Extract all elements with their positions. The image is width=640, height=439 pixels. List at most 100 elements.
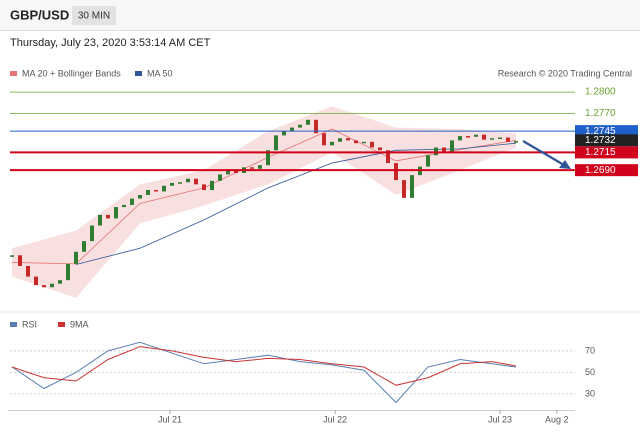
candle xyxy=(410,175,414,198)
candle xyxy=(146,190,150,195)
source: Research © 2020 Trading Central xyxy=(498,68,632,78)
candle xyxy=(514,141,518,143)
candle xyxy=(482,134,486,140)
candle xyxy=(26,265,30,277)
price-label: 1.2745 xyxy=(585,126,616,137)
candle xyxy=(106,214,110,219)
candle xyxy=(330,141,334,146)
candle xyxy=(122,204,126,208)
candle xyxy=(394,163,398,181)
bollinger-band xyxy=(12,106,516,298)
candle xyxy=(42,285,46,288)
candle xyxy=(386,150,390,164)
candle xyxy=(378,147,382,151)
candle xyxy=(402,180,406,198)
candle xyxy=(346,138,350,141)
forecast-arrow xyxy=(522,140,571,169)
price-tag xyxy=(575,125,638,138)
candle xyxy=(234,170,238,173)
candle xyxy=(10,255,14,257)
indicator-line xyxy=(75,142,517,265)
y-tick-label: 70 xyxy=(585,345,595,355)
interval-button[interactable] xyxy=(72,6,116,25)
candle xyxy=(250,167,254,169)
timestamp: Thursday, July 23, 2020 3:53:14 AM CET xyxy=(10,37,211,49)
interval[interactable]: 30 MIN xyxy=(78,11,110,22)
candle xyxy=(258,165,262,169)
legend-swatch xyxy=(10,322,17,327)
price-label: 1.2690 xyxy=(585,165,616,176)
legend-label: 9MA xyxy=(70,319,89,329)
candle xyxy=(90,225,94,242)
candle xyxy=(202,184,206,191)
legend-swatch xyxy=(135,71,142,76)
candle xyxy=(450,140,454,152)
price-label: 1.2715 xyxy=(585,147,616,158)
legend-swatch xyxy=(10,71,17,76)
candle xyxy=(290,127,294,132)
candle xyxy=(114,207,118,219)
indicator-line xyxy=(11,346,517,386)
candle xyxy=(266,150,270,166)
candle xyxy=(362,141,366,144)
y-tick-label: 30 xyxy=(585,388,595,398)
candle xyxy=(58,280,62,284)
candle xyxy=(298,124,302,128)
x-tick-label: Jul 23 xyxy=(488,414,512,424)
candle xyxy=(354,140,358,144)
candle xyxy=(154,190,158,192)
candle xyxy=(274,135,278,151)
candle xyxy=(170,182,174,186)
candle xyxy=(466,136,470,138)
candle xyxy=(226,170,230,175)
candle xyxy=(178,182,182,184)
candle xyxy=(194,178,198,185)
candle xyxy=(50,283,54,288)
y-tick-label: 50 xyxy=(585,367,595,377)
legend-swatch xyxy=(58,322,65,327)
x-tick-label: Jul 21 xyxy=(158,414,182,424)
candle xyxy=(370,141,374,148)
candle xyxy=(138,195,142,199)
candle xyxy=(306,119,310,125)
symbol: GBP/USD xyxy=(10,7,69,22)
candle xyxy=(66,263,70,281)
candle xyxy=(210,180,214,191)
candle xyxy=(18,255,22,266)
price-tag xyxy=(575,134,638,147)
candle xyxy=(282,131,286,136)
price-tag xyxy=(575,164,638,177)
candle xyxy=(218,174,222,181)
candle xyxy=(82,241,86,252)
x-tick-label: Aug 2 xyxy=(545,414,569,424)
candle xyxy=(322,133,326,146)
candle xyxy=(490,138,494,140)
candle xyxy=(338,138,342,142)
candle xyxy=(162,185,166,192)
price-label: 1.2770 xyxy=(585,108,616,119)
candle xyxy=(434,147,438,156)
x-tick-label: Jul 22 xyxy=(323,414,347,424)
candle xyxy=(506,137,510,142)
price-label: 1.2800 xyxy=(585,87,616,98)
candle xyxy=(474,134,478,137)
candle xyxy=(130,198,134,205)
candle xyxy=(498,137,502,140)
arrow-shaft xyxy=(522,140,565,166)
candle xyxy=(314,119,318,134)
candle xyxy=(458,136,462,141)
price-tag xyxy=(575,146,638,159)
candle xyxy=(186,178,190,183)
legend-label: MA 20 + Bollinger Bands xyxy=(22,68,121,78)
price-label: 1.2732 xyxy=(585,135,616,146)
indicator-line xyxy=(11,341,517,404)
candle xyxy=(34,276,38,286)
arrow-head xyxy=(559,160,571,169)
candle xyxy=(98,214,102,226)
candle xyxy=(74,251,78,264)
legend-label: MA 50 xyxy=(147,68,173,78)
candle xyxy=(426,155,430,167)
candle xyxy=(442,147,446,152)
legend-label: RSI xyxy=(22,319,37,329)
